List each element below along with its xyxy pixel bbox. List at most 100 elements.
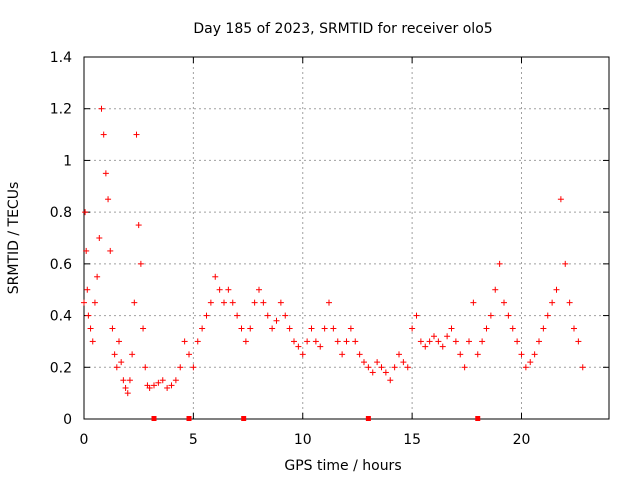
data-point xyxy=(474,351,481,358)
data-point xyxy=(159,377,166,384)
data-point xyxy=(317,343,324,350)
data-point xyxy=(126,377,133,384)
data-point xyxy=(85,312,92,319)
data-gap-marker xyxy=(151,416,157,421)
data-points xyxy=(81,105,586,397)
data-point xyxy=(124,390,131,397)
data-point xyxy=(326,299,332,306)
data-point xyxy=(566,299,573,306)
data-point xyxy=(422,343,429,350)
data-point xyxy=(98,105,105,112)
data-point xyxy=(151,382,157,389)
data-point xyxy=(544,312,551,319)
data-point xyxy=(352,338,359,345)
data-point xyxy=(531,351,538,358)
data-point xyxy=(251,299,258,306)
data-point xyxy=(155,379,162,386)
data-point xyxy=(444,333,451,340)
data-point xyxy=(457,351,464,358)
y-axis-label: SRMTID / TECUs xyxy=(6,182,22,295)
data-point xyxy=(571,325,577,332)
data-point xyxy=(83,247,90,254)
y-tick-label: 0.4 xyxy=(50,309,72,325)
data-point xyxy=(177,364,184,371)
x-tick-label: 5 xyxy=(189,432,198,448)
data-point xyxy=(466,338,472,345)
data-point xyxy=(118,359,125,366)
data-point xyxy=(120,377,127,384)
data-point xyxy=(102,170,109,177)
data-point xyxy=(435,338,442,345)
data-point xyxy=(105,196,112,203)
data-gap-marker xyxy=(475,416,481,421)
data-point xyxy=(452,338,459,345)
data-point xyxy=(479,338,486,345)
x-tick-label: 15 xyxy=(403,432,421,448)
data-point xyxy=(579,364,586,371)
data-point xyxy=(343,338,350,345)
data-point xyxy=(131,299,138,306)
data-point xyxy=(400,359,407,366)
data-point xyxy=(242,338,249,345)
data-point xyxy=(229,299,236,306)
data-point xyxy=(404,364,411,371)
grid-lines xyxy=(84,57,609,419)
data-point xyxy=(207,299,214,306)
data-point xyxy=(501,299,507,306)
data-point xyxy=(100,131,107,138)
data-point xyxy=(116,338,122,345)
data-point xyxy=(522,364,529,371)
data-point xyxy=(286,325,293,332)
data-point xyxy=(413,312,420,319)
data-point xyxy=(238,325,245,332)
data-point xyxy=(391,364,398,371)
data-point xyxy=(540,325,547,332)
y-tick-label: 1.4 xyxy=(50,50,72,66)
data-point xyxy=(89,338,96,345)
data-point xyxy=(575,338,582,345)
y-tick-label: 0.6 xyxy=(50,257,72,273)
data-point xyxy=(172,377,179,384)
data-gap-marker xyxy=(186,416,192,421)
data-point xyxy=(264,312,271,319)
data-point xyxy=(142,364,149,371)
data-point xyxy=(81,299,87,306)
data-point xyxy=(514,338,521,345)
data-point xyxy=(549,299,556,306)
data-point xyxy=(181,338,188,345)
data-point xyxy=(339,351,346,358)
data-point xyxy=(378,364,385,371)
data-point xyxy=(269,325,276,332)
data-gap-marker xyxy=(241,416,247,421)
data-point xyxy=(256,286,262,293)
data-point xyxy=(361,359,367,366)
data-point xyxy=(107,247,114,254)
data-point xyxy=(146,384,153,391)
data-point xyxy=(417,338,424,345)
data-point xyxy=(312,338,319,345)
y-tick-label: 0.8 xyxy=(50,205,72,221)
data-point xyxy=(82,209,89,216)
data-point xyxy=(374,359,381,366)
data-point xyxy=(96,235,103,241)
data-point xyxy=(212,273,219,280)
data-point xyxy=(234,312,241,319)
data-point xyxy=(137,260,144,267)
data-point xyxy=(308,325,315,332)
data-point xyxy=(304,338,311,345)
data-point xyxy=(225,286,232,293)
data-point xyxy=(382,369,389,376)
data-point xyxy=(186,351,192,358)
data-point xyxy=(562,260,569,267)
data-point xyxy=(273,317,280,324)
y-tick-label: 1 xyxy=(63,153,72,169)
data-point xyxy=(448,325,455,332)
data-point xyxy=(190,364,197,371)
y-tick-label: 0.2 xyxy=(50,360,72,376)
data-point xyxy=(509,325,516,332)
data-point xyxy=(129,351,136,358)
data-point xyxy=(483,325,490,332)
data-point xyxy=(282,312,289,319)
chart-title: Day 185 of 2023, SRMTID for receiver olo… xyxy=(193,21,492,37)
